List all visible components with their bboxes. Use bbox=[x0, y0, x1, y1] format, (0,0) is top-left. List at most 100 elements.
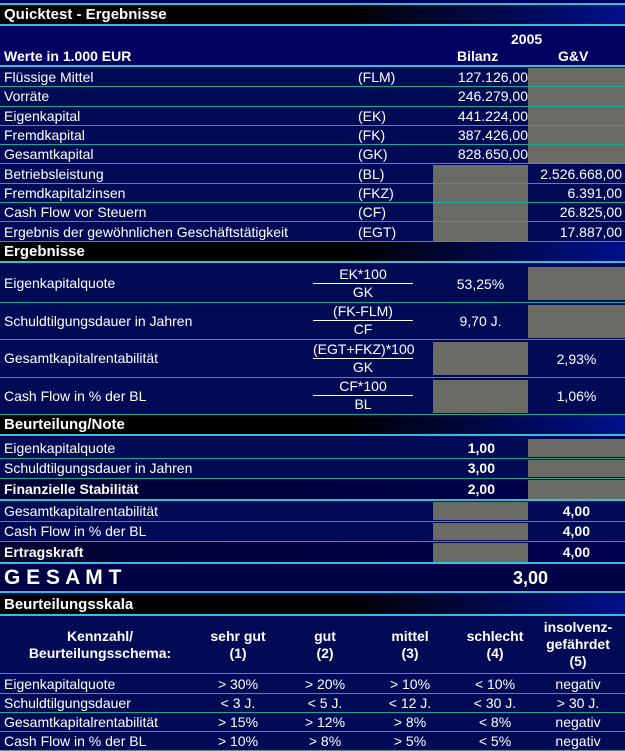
guv-empty-cell bbox=[528, 145, 625, 164]
row-abbreviation: (CF) bbox=[358, 204, 386, 221]
grade-label: Schuldtilgungsdauer in Jahren bbox=[4, 460, 193, 477]
top-strip bbox=[0, 0, 625, 5]
guv-empty-cell bbox=[528, 106, 625, 125]
bilanz-empty-cell bbox=[433, 164, 528, 183]
skala-header-line: insolvenz- bbox=[543, 619, 613, 635]
grade-label: Finanzielle Stabilität bbox=[4, 481, 139, 497]
formula-numerator: CF*100 bbox=[313, 378, 413, 397]
skala-header-line: schlecht bbox=[466, 628, 524, 644]
row-abbreviation: (FLM) bbox=[358, 69, 396, 86]
ratio-label: Cash Flow in % der BL bbox=[4, 387, 147, 404]
skala-cell: > 20% bbox=[304, 676, 346, 692]
row-abbreviation: (FK) bbox=[358, 127, 386, 144]
value-row: Gesamtkapital (GK) 828.650,00 bbox=[0, 145, 625, 165]
ratio-formula: (EGT+FKZ)*100 GK bbox=[313, 340, 415, 377]
section-title-ergebnisse: Ergebnisse bbox=[0, 242, 625, 263]
row-label: Vorräte bbox=[4, 88, 50, 105]
row-label: Gesamtkapital bbox=[4, 146, 94, 163]
skala-row: Gesamtkapitalrentabilität > 15% > 12% > 8% <… bbox=[0, 713, 625, 732]
row-label: Betriebsleistung bbox=[4, 165, 104, 182]
skala-label: Eigenkapitalquote bbox=[4, 676, 116, 692]
formula-numerator: (EGT+FKZ)*100 bbox=[313, 340, 415, 359]
skala-cell: < 5 J. bbox=[307, 695, 343, 711]
bilanz-empty-cell bbox=[433, 502, 528, 520]
grade-label: Cash Flow in % der BL bbox=[4, 523, 147, 540]
bilanz-value: 441.224,00 bbox=[457, 107, 528, 124]
grade-label: Gesamtkapitalrentabilität bbox=[4, 502, 159, 519]
guv-grade: 4,00 bbox=[562, 523, 590, 540]
value-row: Betriebsleistung (BL) 2.526.668,00 bbox=[0, 164, 625, 184]
skala-header-line: mittel bbox=[391, 628, 429, 644]
skala-header-line: (3) bbox=[401, 645, 419, 661]
ratio-row: Cash Flow in % der BL CF*100 BL 1,06% bbox=[0, 377, 625, 415]
skala-row: Cash Flow in % der BL > 10% > 8% > 5% < 5% ne… bbox=[0, 732, 625, 751]
skala-cell: > 5% bbox=[393, 733, 427, 749]
bilanz-empty-cell bbox=[433, 522, 528, 540]
skala-cell: > 30% bbox=[217, 676, 259, 692]
formula-denominator: GK bbox=[352, 283, 374, 300]
guv-value: 26.825,00 bbox=[559, 204, 622, 221]
ratio-row: Schuldtilgungsdauer in Jahren (FK-FLM) CF 9… bbox=[0, 302, 625, 340]
bilanz-grade: 2,00 bbox=[467, 481, 495, 497]
skala-header-row: Kennzahl/Beurteilungsschema: sehr gut (1) g… bbox=[0, 617, 625, 674]
row-abbreviation: (GK) bbox=[358, 146, 388, 163]
row-label: Fremdkapitalzinsen bbox=[4, 184, 126, 201]
section-title-beurteilung: Beurteilung/Note bbox=[0, 415, 625, 436]
section-title-skala: Beurteilungsskala bbox=[0, 595, 625, 616]
value-row: Cash Flow vor Steuern (CF) 26.825,00 bbox=[0, 203, 625, 223]
row-label: Ergebnis der gewöhnlichen Geschäftstätig… bbox=[4, 223, 289, 240]
guv-ratio: 1,06% bbox=[556, 388, 597, 404]
units-label: Werte in 1.000 EUR bbox=[4, 48, 132, 64]
gesamt-value: 3,00 bbox=[512, 567, 548, 588]
guv-ratio: 2,93% bbox=[556, 350, 597, 367]
gesamt-label: G E S A M T bbox=[4, 566, 122, 589]
skala-cell: < 8% bbox=[478, 714, 512, 730]
skala-cell: < 10% bbox=[474, 676, 516, 692]
guv-empty-cell bbox=[528, 304, 625, 338]
gesamt-row: G E S A M T 3,00 bbox=[0, 565, 625, 593]
skala-cell: > 12% bbox=[304, 714, 346, 730]
skala-cell: > 30 J. bbox=[556, 695, 600, 711]
skala-header-line: (4) bbox=[486, 645, 504, 661]
column-header-row: Werte in 1.000 EUR Bilanz G&V bbox=[0, 46, 625, 67]
bilanz-value: 387.426,00 bbox=[457, 127, 528, 144]
skala-row: Schuldtilgungsdauer < 3 J. < 5 J. < 12 J. < … bbox=[0, 694, 625, 713]
skala-cell: > 8% bbox=[308, 733, 342, 749]
formula-denominator: BL bbox=[354, 396, 372, 413]
ratio-row: Eigenkapitalquote EK*100 GK 53,25% bbox=[0, 265, 625, 303]
guv-empty-cell bbox=[528, 439, 625, 457]
row-label: Cash Flow vor Steuern bbox=[4, 204, 147, 221]
bilanz-empty-cell bbox=[433, 543, 528, 562]
bilanz-ratio: 53,25% bbox=[456, 275, 505, 292]
formula-denominator: GK bbox=[352, 358, 374, 375]
row-abbreviation: (EGT) bbox=[358, 223, 397, 240]
row-label: Flüssige Mittel bbox=[4, 69, 94, 86]
ratio-formula: EK*100 GK bbox=[313, 265, 413, 302]
grade-row: Schuldtilgungsdauer in Jahren 3,00 bbox=[0, 458, 625, 479]
skala-header-line: (1) bbox=[229, 645, 247, 661]
skala-header-line: Kennzahl/ bbox=[66, 628, 134, 644]
skala-cell: negativ bbox=[555, 733, 601, 749]
bilanz-empty-cell bbox=[433, 183, 528, 203]
bilanz-header: Bilanz bbox=[457, 48, 499, 64]
skala-row: Eigenkapitalquote > 30% > 20% > 10% < 10% neg… bbox=[0, 675, 625, 694]
guv-empty-cell bbox=[528, 125, 625, 145]
guv-empty-cell bbox=[528, 87, 625, 106]
value-row: Fremdkapitalzinsen (FKZ) 6.391,00 bbox=[0, 183, 625, 204]
guv-value: 2.526.668,00 bbox=[540, 165, 622, 182]
value-row: Vorräte 246.279,00 bbox=[0, 87, 625, 107]
guv-grade: 4,00 bbox=[562, 502, 590, 519]
skala-header: Kennzahl/Beurteilungsschema: bbox=[25, 628, 175, 662]
grade-row: Finanzielle Stabilität 2,00 bbox=[0, 479, 625, 501]
grade-label: Eigenkapitalquote bbox=[4, 439, 116, 456]
bilanz-grade: 1,00 bbox=[467, 439, 495, 456]
skala-label: Gesamtkapitalrentabilität bbox=[4, 714, 159, 730]
ratio-label: Gesamtkapitalrentabilität bbox=[4, 350, 159, 367]
grade-row: Gesamtkapitalrentabilität 4,00 bbox=[0, 501, 625, 522]
guv-empty-cell bbox=[528, 267, 625, 300]
skala-header: gut (2) bbox=[250, 628, 400, 662]
formula-denominator: CF bbox=[353, 321, 373, 338]
skala-cell: > 8% bbox=[393, 714, 427, 730]
skala-cell: < 12 J. bbox=[388, 695, 432, 711]
skala-cell: < 3 J. bbox=[220, 695, 256, 711]
